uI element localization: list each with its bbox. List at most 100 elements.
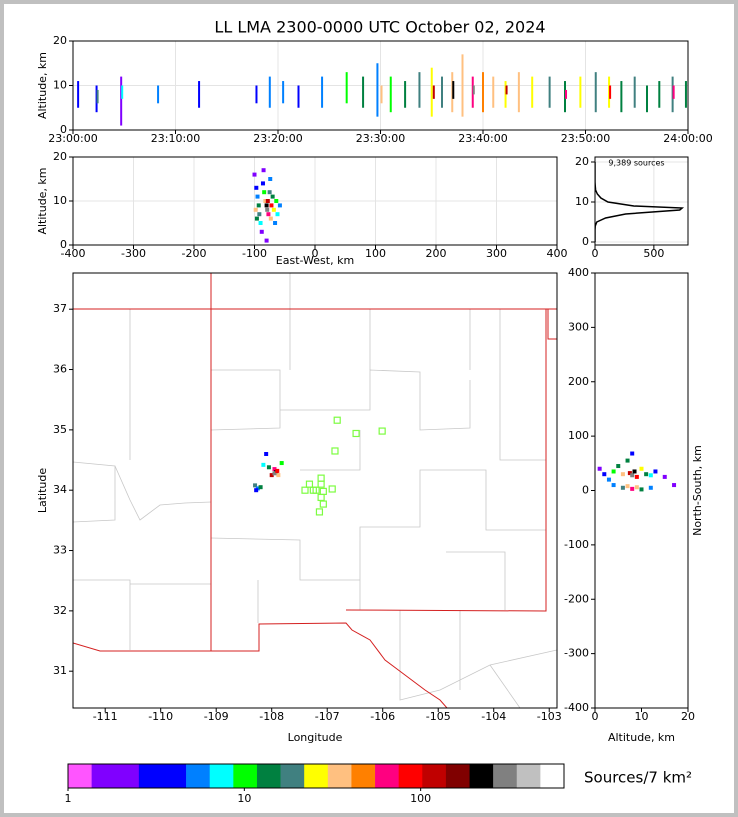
source bbox=[620, 472, 625, 477]
frame bbox=[72, 40, 689, 131]
source bbox=[639, 466, 644, 471]
source bbox=[639, 487, 644, 492]
colorbar-swatch bbox=[186, 764, 211, 788]
source bbox=[611, 483, 616, 488]
x-tick-label: 10 bbox=[635, 710, 649, 723]
source-column bbox=[633, 76, 636, 108]
colorbar-swatch bbox=[398, 764, 423, 788]
source bbox=[597, 466, 602, 471]
source-column bbox=[362, 76, 365, 108]
x-axis-label: East-West, km bbox=[276, 254, 354, 267]
x-tick-label: 23:20:00 bbox=[253, 132, 302, 145]
y-tick-label: 400 bbox=[568, 266, 589, 279]
source bbox=[261, 462, 266, 467]
colorbar-swatch bbox=[469, 764, 494, 788]
source-column bbox=[95, 85, 98, 113]
source bbox=[272, 471, 277, 476]
source bbox=[262, 190, 267, 195]
x-tick-label: -300 bbox=[121, 247, 146, 260]
source-column bbox=[404, 81, 407, 108]
station bbox=[315, 508, 324, 516]
source-column bbox=[482, 72, 484, 113]
x-tick-label: 400 bbox=[547, 247, 568, 260]
x-tick-label: -108 bbox=[259, 710, 284, 723]
y-tick-label: 20 bbox=[53, 150, 67, 163]
y-tick-label: 10 bbox=[53, 194, 67, 207]
x-tick-label: -200 bbox=[182, 247, 207, 260]
source-column bbox=[430, 67, 433, 117]
x-tick-label: 23:50:00 bbox=[561, 132, 610, 145]
x-tick-label: -111 bbox=[93, 710, 118, 723]
x-tick-label: 0 bbox=[592, 247, 599, 260]
x-tick-label: 23:40:00 bbox=[458, 132, 507, 145]
colorbar-swatch bbox=[233, 764, 258, 788]
source bbox=[648, 485, 653, 490]
colorbar-tick-label: 10 bbox=[237, 792, 251, 805]
source bbox=[260, 181, 265, 186]
x-tick-label: 23:00:00 bbox=[48, 132, 97, 145]
marks bbox=[77, 54, 687, 126]
source bbox=[672, 483, 677, 488]
y-tick-label: 0 bbox=[582, 235, 589, 248]
colorbar-frame bbox=[67, 763, 565, 789]
source bbox=[276, 473, 281, 478]
x-tick-label: 0 bbox=[312, 247, 319, 260]
source bbox=[256, 203, 261, 208]
source-column bbox=[297, 85, 300, 108]
source bbox=[625, 458, 630, 463]
y-tick-label: 10 bbox=[575, 195, 589, 208]
station bbox=[319, 500, 327, 508]
y-tick-label: 200 bbox=[568, 375, 589, 388]
station bbox=[305, 480, 314, 488]
y-tick-label: 0 bbox=[60, 123, 67, 136]
colorbar-swatch bbox=[351, 764, 376, 788]
source bbox=[620, 485, 625, 490]
y-tick-label: 34 bbox=[53, 483, 67, 496]
x-tick-label: 23:30:00 bbox=[356, 132, 405, 145]
source bbox=[275, 212, 280, 217]
x-tick-label: 200 bbox=[426, 247, 447, 260]
source-column bbox=[77, 81, 80, 108]
y-tick-label: 37 bbox=[53, 302, 67, 315]
station bbox=[317, 493, 325, 502]
source bbox=[266, 212, 271, 217]
source bbox=[254, 185, 259, 190]
station bbox=[333, 416, 341, 424]
station bbox=[331, 447, 339, 455]
colorbar-swatch bbox=[162, 764, 187, 788]
source-column bbox=[120, 76, 123, 126]
source bbox=[611, 469, 616, 474]
source-column bbox=[671, 76, 674, 113]
source bbox=[625, 484, 630, 489]
source-column bbox=[594, 72, 597, 113]
x-tick-label: -103 bbox=[537, 710, 562, 723]
colorbar-swatch bbox=[445, 764, 470, 788]
x-tick-label: -110 bbox=[148, 710, 173, 723]
map-borders bbox=[73, 273, 557, 708]
source bbox=[264, 238, 269, 243]
y-axis-label: Altitude, km bbox=[36, 167, 49, 234]
station bbox=[328, 485, 336, 493]
source bbox=[255, 194, 260, 199]
source bbox=[253, 483, 258, 488]
source bbox=[264, 451, 269, 456]
x-tick-label: 24:00:00 bbox=[663, 132, 712, 145]
source-column bbox=[672, 85, 675, 99]
station bbox=[317, 480, 325, 488]
source bbox=[253, 207, 258, 212]
colorbar-swatch bbox=[540, 764, 565, 788]
source-column bbox=[441, 76, 443, 108]
source bbox=[268, 216, 273, 221]
source bbox=[263, 199, 268, 203]
source-column bbox=[282, 81, 285, 104]
colorbar-swatch bbox=[91, 764, 116, 788]
source bbox=[257, 212, 262, 217]
source-column bbox=[432, 85, 435, 99]
x-tick-label: -107 bbox=[315, 710, 340, 723]
colorbar-tick-label: 1 bbox=[65, 792, 72, 805]
source-column bbox=[157, 85, 160, 104]
x-tick-label: -106 bbox=[370, 710, 395, 723]
colorbar-swatch bbox=[115, 764, 140, 788]
frame bbox=[594, 272, 689, 709]
source bbox=[266, 465, 271, 470]
